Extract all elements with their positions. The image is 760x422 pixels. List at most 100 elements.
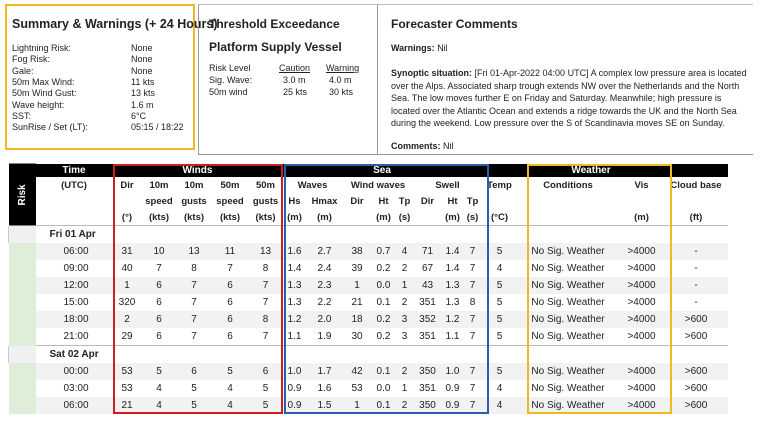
table-cell: 5 bbox=[248, 380, 283, 397]
summary-title: Summary & Warnings (+ 24 Hours) bbox=[12, 17, 218, 31]
table-row: 03:00 53 4 5 4 5 0.9 1.6 53 0.0 1 351 0.9 7 4 No Sig. W… bbox=[8, 380, 728, 397]
threshold-label: 50m wind bbox=[209, 87, 248, 97]
column-header: (kts) bbox=[183, 211, 205, 223]
blank bbox=[36, 209, 113, 226]
table-cell: 0.7 bbox=[371, 243, 396, 260]
table-cell: 0.0 bbox=[371, 277, 396, 294]
table-cell: 7 bbox=[463, 328, 482, 346]
time-header: Time bbox=[35, 164, 113, 177]
table-cell: 09:00 bbox=[35, 260, 113, 277]
day-row: Sat 02 Apr bbox=[8, 345, 728, 363]
table-cell: >4000 bbox=[618, 260, 665, 277]
table-cell: 351 bbox=[413, 328, 442, 346]
table-cell: 7 bbox=[463, 397, 482, 414]
vessel-type: Platform Supply Vessel bbox=[209, 40, 342, 54]
table-cell: 6 bbox=[141, 294, 177, 311]
column-header: 10m bbox=[149, 179, 169, 191]
table-cell: 7 bbox=[463, 363, 482, 380]
summary-label: Gale: bbox=[12, 65, 34, 76]
cloud-header: Cloud base bbox=[670, 179, 722, 191]
table-cell: 0.1 bbox=[371, 363, 396, 380]
table-cell: 0.2 bbox=[371, 328, 396, 346]
summary-label: 50m Wind Gust: bbox=[12, 88, 77, 99]
risk-cell bbox=[8, 363, 36, 380]
table-cell: 5 bbox=[481, 363, 518, 380]
sea-highlight-box bbox=[284, 164, 489, 414]
column-header: (kts) bbox=[255, 211, 276, 223]
table-cell: 21 bbox=[342, 294, 372, 311]
table-cell: >4000 bbox=[618, 294, 665, 311]
table-cell: - bbox=[664, 277, 728, 294]
summary-value: 1.6 m bbox=[131, 99, 154, 110]
table-cell: 351 bbox=[413, 380, 442, 397]
table-cell: 7 bbox=[176, 311, 212, 328]
divider bbox=[198, 4, 753, 5]
table-cell: 6 bbox=[141, 328, 177, 346]
table-cell: 0.9 bbox=[441, 380, 464, 397]
table-cell: 4 bbox=[481, 260, 518, 277]
table-cell: No Sig. Weather bbox=[517, 363, 619, 380]
risk-cell bbox=[8, 243, 36, 260]
table-cell: 1.4 bbox=[441, 260, 464, 277]
risk-cell bbox=[8, 260, 36, 277]
blank bbox=[36, 193, 113, 209]
column-header: Dir bbox=[420, 195, 435, 207]
table-cell: >600 bbox=[664, 363, 728, 380]
table-cell: 4 bbox=[395, 243, 414, 260]
table-cell: 7 bbox=[211, 260, 249, 277]
summary-value: None bbox=[131, 43, 153, 53]
risk-cell bbox=[8, 397, 36, 414]
table-cell: 0.9 bbox=[441, 397, 464, 414]
table-cell: 5 bbox=[481, 277, 518, 294]
comments-line: Comments: Nil bbox=[391, 141, 454, 151]
table-cell: 6 bbox=[211, 294, 249, 311]
divider bbox=[198, 154, 753, 155]
table-cell: 2.3 bbox=[306, 277, 343, 294]
table-cell: 5 bbox=[176, 380, 212, 397]
threshold-caution: 25 kts bbox=[283, 87, 308, 97]
temp-header: Temp bbox=[487, 179, 512, 191]
table-cell: 30 bbox=[342, 328, 372, 346]
table-row: 00:00 53 5 6 5 6 1.0 1.7 42 0.1 2 350 1.0 7 5 No Sig. W… bbox=[8, 363, 728, 380]
table-header-row: speed gusts speed gusts Hs Hmax Dir Ht Tp Dir Ht Tp bbox=[9, 193, 728, 209]
table-cell: 5 bbox=[481, 294, 518, 311]
risk-header: Risk bbox=[8, 164, 36, 226]
table-cell: 350 bbox=[413, 363, 442, 380]
threshold-warning: 4.0 m bbox=[329, 75, 352, 85]
table-cell: - bbox=[664, 260, 728, 277]
time-unit: (UTC) bbox=[61, 179, 87, 191]
table-cell: 1.0 bbox=[441, 363, 464, 380]
table-cell: 1.7 bbox=[306, 363, 343, 380]
day-row: Fri 01 Apr bbox=[8, 225, 728, 243]
table-cell: 7 bbox=[176, 277, 212, 294]
table-cell: 2.0 bbox=[306, 311, 343, 328]
table-cell: 1.1 bbox=[282, 328, 307, 346]
table-cell: >600 bbox=[664, 328, 728, 346]
table-cell: 0.1 bbox=[371, 294, 396, 311]
summary-value: 6°C bbox=[131, 110, 147, 121]
table-cell: 18 bbox=[342, 311, 372, 328]
table-cell: 06:00 bbox=[35, 397, 113, 414]
table-cell: 351 bbox=[413, 294, 442, 311]
threshold-title: Threshold Exceedance bbox=[209, 17, 340, 31]
summary-value: 11 kts bbox=[131, 76, 155, 87]
table-cell: 1.4 bbox=[282, 260, 307, 277]
table-cell: 320 bbox=[112, 294, 142, 311]
table-header-row: (UTC) Dir 10m 10m 50m 50m Waves Wind waves Swell… bbox=[9, 177, 728, 193]
summary-label: 50m Max Wind: bbox=[12, 76, 75, 87]
column-header: gusts bbox=[252, 195, 279, 207]
winds-header: Winds bbox=[112, 164, 283, 177]
table-cell: 5 bbox=[481, 311, 518, 328]
table-cell: 5 bbox=[481, 328, 518, 346]
table-cell: 71 bbox=[413, 243, 442, 260]
table-cell: 1 bbox=[112, 277, 142, 294]
table-cell: 1.2 bbox=[282, 311, 307, 328]
table-cell: 3 bbox=[395, 311, 414, 328]
threshold-caution: 3.0 m bbox=[283, 75, 306, 85]
table-cell: >4000 bbox=[618, 277, 665, 294]
swell-header: Swell bbox=[435, 179, 460, 191]
winds-highlight-box bbox=[113, 164, 283, 414]
table-cell: 03:00 bbox=[35, 380, 113, 397]
table-cell: 38 bbox=[342, 243, 372, 260]
table-cell: 0.2 bbox=[371, 311, 396, 328]
